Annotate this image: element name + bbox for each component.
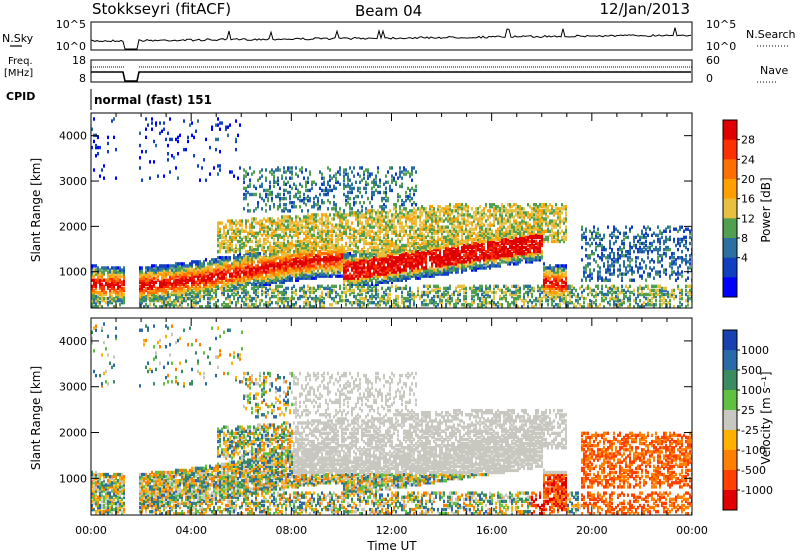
sky-left-label: N.Sky xyxy=(2,32,34,45)
freq-left-tick-bottom: 8 xyxy=(79,72,86,85)
colorbar-tick-label: 20 xyxy=(741,173,755,186)
x-tick-label: 00:00 xyxy=(75,524,107,537)
sky-right-tick-top: 10^5 xyxy=(706,18,736,31)
sky-panel: N.Sky 10^5 10^0 10^5 10^0 N.Search xyxy=(2,18,796,53)
freq-right-tick-top: 60 xyxy=(706,54,720,67)
colorbar-tick-label: 12 xyxy=(741,212,755,225)
colorbar-swatch xyxy=(723,370,737,391)
colorbar-swatch xyxy=(723,450,737,471)
colorbar-swatch xyxy=(723,159,737,180)
colorbar-tick-label: 28 xyxy=(741,134,755,147)
colorbar-tick-label: 4 xyxy=(741,252,748,265)
y-tick-label: 3000 xyxy=(59,381,87,394)
colorbar-swatch xyxy=(723,330,737,351)
freq-trace xyxy=(91,71,691,82)
colorbar-tick-label: 500 xyxy=(741,364,762,377)
sky-left-tick-bottom: 10^0 xyxy=(56,40,86,53)
x-tick-label: 12:00 xyxy=(376,524,408,537)
freq-label-line2: [MHz] xyxy=(4,68,33,79)
freq-label-line1: Freq. xyxy=(8,56,33,67)
colorbar-swatch xyxy=(723,218,737,239)
velocity-colorbar-label: Velocity [m s⁻¹] xyxy=(759,371,773,464)
colorbar-tick-label: 8 xyxy=(741,232,748,245)
y-tick-label: 1000 xyxy=(59,266,87,279)
x-tick-label: 04:00 xyxy=(175,524,207,537)
colorbar-tick-label: 1000 xyxy=(741,344,769,357)
freq-panel: Freq. [MHz] 18 8 60 0 Nave xyxy=(4,54,788,85)
colorbar-swatch xyxy=(723,277,737,298)
y-tick-label: 1000 xyxy=(59,472,87,485)
power-panel: 1000 2000 3000 4000 Slant Range [km] 28 24 20… xyxy=(29,112,773,309)
cpid-value: normal (fast) 151 xyxy=(94,93,212,107)
sky-left-tick-top: 10^5 xyxy=(56,18,86,31)
y-tick-label: 4000 xyxy=(59,130,87,143)
power-ylabel: Slant Range [km] xyxy=(29,158,43,262)
colorbar-swatch xyxy=(723,490,737,511)
x-tick-label: 20:00 xyxy=(576,524,608,537)
velocity-ylabel: Slant Range [km] xyxy=(29,366,43,470)
colorbar-swatch xyxy=(723,198,737,219)
nave-label: Nave xyxy=(760,64,788,77)
x-tick-label: 08:00 xyxy=(275,524,307,537)
colorbar-tick-label: 16 xyxy=(741,193,755,206)
colorbar-swatch xyxy=(723,390,737,411)
colorbar-swatch xyxy=(723,350,737,371)
date-title: 12/Jan/2013 xyxy=(600,0,691,18)
colorbar-swatch xyxy=(723,430,737,451)
y-tick-label: 3000 xyxy=(59,175,87,188)
colorbar-swatch xyxy=(723,410,737,431)
sky-right-label: N.Search xyxy=(746,28,796,41)
colorbar-swatch xyxy=(723,120,737,141)
y-tick-label: 2000 xyxy=(59,220,87,233)
colorbar-swatch xyxy=(723,179,737,200)
colorbar-tick-label: -1000 xyxy=(741,484,773,497)
x-tick-label: 00:00 xyxy=(676,524,708,537)
colorbar-tick-label: -100 xyxy=(741,444,766,457)
sky-right-tick-bottom: 10^0 xyxy=(706,40,736,53)
colorbar-tick-label: -25 xyxy=(741,424,759,437)
x-tick-label: 16:00 xyxy=(476,524,508,537)
colorbar-tick-label: 25 xyxy=(741,404,755,417)
sky-trace xyxy=(90,27,692,50)
colorbar-tick-label: 24 xyxy=(741,153,755,166)
colorbar-swatch xyxy=(723,257,737,278)
freq-right-tick-bottom: 0 xyxy=(706,72,713,85)
y-tick-label: 4000 xyxy=(59,335,87,348)
colorbar-tick-label: -500 xyxy=(741,464,766,477)
y-tick-label: 2000 xyxy=(59,427,87,440)
station-title: Stokkseyri (fitACF) xyxy=(92,0,231,18)
colorbar-tick-label: 100 xyxy=(741,384,762,397)
power-colorbar-label: Power [dB] xyxy=(759,177,773,242)
freq-left-tick-top: 18 xyxy=(72,54,86,67)
colorbar-swatch xyxy=(723,238,737,259)
cpid-label: CPID xyxy=(6,90,35,103)
beam-title: Beam 04 xyxy=(355,2,422,20)
colorbar-swatch xyxy=(723,139,737,160)
time-xlabel: Time UT xyxy=(366,539,417,553)
velocity-panel: 1000 2000 3000 4000 Slant Range [km] 1000 50… xyxy=(29,317,773,553)
colorbar-swatch xyxy=(723,470,737,491)
